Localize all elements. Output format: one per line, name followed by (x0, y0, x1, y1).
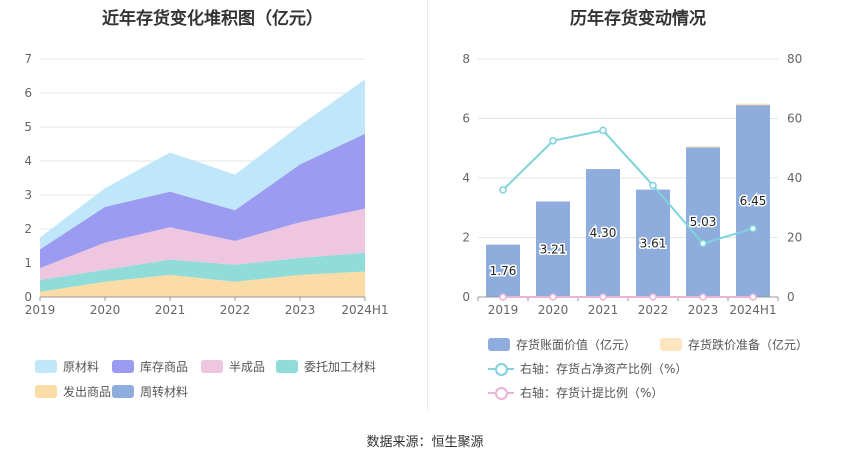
legend-swatch (112, 385, 134, 398)
bar-book-value (486, 244, 520, 297)
y2-tick-label: 40 (787, 171, 802, 185)
legend-label: 库存商品 (140, 360, 189, 374)
line-point (649, 181, 657, 190)
y-tick-label: 8 (462, 52, 470, 66)
legend-item[interactable]: 委托加工材料 (276, 358, 376, 375)
y2-tick-label: 60 (787, 112, 802, 126)
y-tick-label: 2 (24, 222, 32, 236)
x-tick-label: 2020 (538, 303, 569, 317)
legend-label: 存货账面价值（亿元） (516, 338, 637, 352)
legend-item[interactable]: 半成品 (201, 358, 265, 375)
bar-data-label: 4.30 (590, 226, 617, 240)
legend-swatch (201, 360, 223, 373)
legend-item[interactable]: 右轴：存货计提比例（%） (488, 384, 663, 401)
y-tick-label: 7 (24, 52, 32, 66)
line-point (499, 293, 507, 301)
bar-impairment (686, 146, 720, 148)
legend-item[interactable]: 存货跌价准备（亿元） (660, 336, 808, 353)
legend-swatch (488, 362, 514, 376)
line-point (699, 239, 707, 248)
area-series-2 (40, 208, 365, 280)
panel-divider (427, 0, 428, 410)
x-tick-label: 2023 (688, 303, 719, 317)
legend-label: 周转材料 (140, 385, 189, 399)
left-chart-title: 近年存货变化堆积图（亿元） (102, 9, 323, 29)
x-tick-label: 2019 (25, 303, 56, 317)
y-tick-label: 6 (462, 112, 470, 126)
y2-tick-label: 80 (787, 52, 802, 66)
line-point (699, 293, 707, 301)
line-point (749, 224, 757, 233)
line-point (499, 186, 507, 194)
legend-item[interactable]: 库存商品 (112, 358, 188, 375)
legend-item[interactable]: 右轴：存货占净资产比例（%） (488, 360, 687, 377)
legend-label: 委托加工材料 (304, 360, 377, 374)
x-tick-label: 2022 (638, 303, 669, 317)
bar-book-value (536, 201, 570, 297)
line-point (549, 137, 557, 145)
legend-item[interactable]: 发出商品 (35, 383, 111, 400)
legend-swatch (488, 338, 510, 351)
legend-label: 发出商品 (63, 385, 112, 399)
bar-data-label: 5.03 (690, 215, 717, 229)
x-tick-label: 2019 (488, 303, 519, 317)
line-point (549, 293, 557, 301)
line-series-0 (502, 129, 754, 245)
legend-swatch (660, 338, 682, 351)
area-series-0 (40, 271, 365, 297)
bar-book-value (736, 105, 770, 297)
bar-impairment (736, 103, 770, 106)
y2-tick-label: 20 (787, 231, 802, 245)
legend-label: 半成品 (229, 360, 266, 374)
legend-item[interactable]: 周转材料 (112, 383, 188, 400)
bar-book-value (686, 147, 720, 297)
stacked-area-chart: 0 1 2 3 4 5 6 7 2019 2020 2021 2022 2023 2024H1 (24, 52, 388, 317)
x-tick-label: 2020 (90, 303, 121, 317)
legend-item[interactable]: 原材料 (35, 358, 99, 375)
area-series-3 (40, 133, 365, 269)
line-point (749, 293, 757, 301)
x-tick-label: 2024H1 (729, 303, 776, 317)
legend-swatch (112, 360, 134, 373)
legend-item[interactable]: 存货账面价值（亿元） (488, 336, 636, 353)
legend-label: 右轴：存货计提比例（%） (520, 386, 664, 400)
legend-swatch (35, 360, 57, 373)
y-tick-label: 4 (462, 171, 470, 185)
y2-tick-label: 0 (787, 290, 795, 304)
bar-data-label: 6.45 (740, 194, 767, 208)
x-tick-label: 2022 (220, 303, 251, 317)
x-tick-label: 2021 (155, 303, 186, 317)
area-series-1 (40, 252, 365, 292)
data-source: 数据来源：恒生聚源 (366, 435, 484, 450)
x-tick-label: 2021 (588, 303, 619, 317)
legend-label: 存货跌价准备（亿元） (688, 338, 809, 352)
line-point (599, 126, 607, 135)
y-tick-label: 3 (24, 188, 32, 202)
bar-data-label: 3.61 (640, 236, 667, 250)
legend-swatch (276, 360, 298, 373)
legend-swatch (35, 385, 57, 398)
legend-label: 原材料 (63, 360, 100, 374)
bar-data-label: 3.21 (540, 242, 567, 256)
area-series-4 (40, 79, 365, 250)
y-tick-label: 6 (24, 86, 32, 100)
x-tick-label: 2023 (285, 303, 316, 317)
line-point (649, 293, 657, 301)
bar-book-value (586, 169, 620, 297)
legend-label: 右轴：存货占净资产比例（%） (520, 362, 688, 376)
bar-book-value (636, 189, 670, 297)
right-chart-title: 历年存货变动情况 (570, 9, 706, 29)
y-tick-label: 5 (24, 120, 32, 134)
line-point (599, 293, 607, 301)
y-tick-label: 4 (24, 154, 32, 168)
y-tick-label: 1 (24, 256, 32, 270)
x-tick-label: 2024H1 (341, 303, 388, 317)
legend-swatch (488, 386, 514, 400)
y-tick-label: 2 (462, 231, 470, 245)
y-tick-label: 0 (462, 290, 470, 304)
bar-data-label: 1.76 (490, 264, 517, 278)
y-tick-label: 0 (24, 290, 32, 304)
